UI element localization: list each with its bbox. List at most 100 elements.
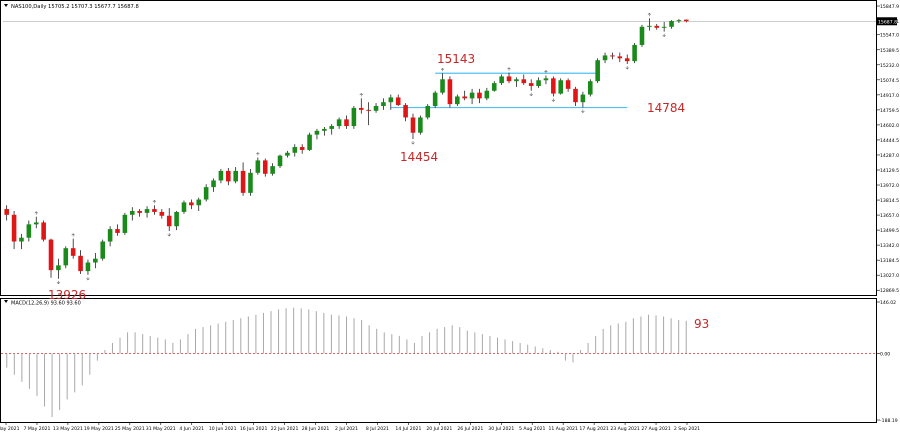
date-axis-label: 10 Jun 2021 [209,426,237,432]
annotation-low-start: 13926 [48,288,86,302]
candle-body [366,109,371,111]
candle-body [70,248,76,256]
candle-body [676,20,682,22]
date-axis-label: 14 Jul 2021 [395,426,421,432]
candle-body [100,241,106,259]
date-axis-label: 27 Aug 2021 [641,426,671,432]
candle-body [336,119,342,127]
candle-body [233,170,238,182]
candle-body [85,262,91,272]
price-axis-label: 13027.0 [880,273,899,279]
candle-body [226,170,231,182]
candle-body [536,80,541,86]
date-axis-label: 4 Jun 2021 [179,426,204,432]
window-menu-icon[interactable] [4,4,8,7]
date-axis-label: 28 Jun 2021 [302,426,330,432]
fractal-up-marker [152,199,157,204]
candle-body [203,187,209,200]
candle-body [661,26,667,28]
date-axis-label: 11 Aug 2021 [548,426,578,432]
fractal-up-marker [359,92,363,97]
annotation-low-aug: 14784 [647,101,685,115]
date-axis-label: 5 Aug 2021 [519,426,546,432]
current-price-tag [877,17,897,26]
candle-body [181,202,187,212]
candle-body [322,128,327,131]
candle-body [669,21,674,27]
current-price-label: 15687.8 [878,19,897,25]
fractal-markers [34,12,666,285]
price-axis-label: 14917.0 [880,93,899,99]
candle-body [41,222,46,240]
fractal-up-marker [71,233,75,237]
candle-body [78,255,83,272]
candle-body [4,209,9,215]
date-axis-label: 3 May 2021 [0,426,20,432]
fractal-down-marker [56,280,61,285]
indicator-menu-icon[interactable] [4,300,8,303]
candle-body [395,97,401,106]
candle-body [107,229,113,242]
candle-body [248,172,253,193]
candle-body [240,170,246,193]
candlestick-series [4,18,689,279]
price-axis-label: 15547.0 [880,33,899,39]
candle-body [351,107,357,127]
candle-body [262,160,268,174]
candle-body [144,209,150,213]
candle-body [277,155,283,167]
price-axis-label: 14602.0 [880,123,899,129]
candle-body [93,258,98,263]
date-axis-label: 16 Jun 2021 [240,426,268,432]
price-axis-label: 13814.5 [880,198,899,204]
date-axis-label: 31 May 2021 [146,426,176,432]
price-axis-label: 14129.5 [880,168,899,174]
candle-body [528,83,534,86]
date-axis-label: 22 Jun 2021 [271,426,299,432]
candle-body [285,152,290,156]
symbol-info: NAS100,Daily 15705.2 15707.3 15677.7 156… [11,4,139,10]
date-axis-label: 13 May 2021 [53,426,83,432]
candle-body [329,126,335,129]
candle-body [684,19,689,22]
candle-body [580,94,586,103]
candle-body [299,147,305,150]
price-axis-label: 13972.0 [880,183,899,189]
price-axis-label: 15389.5 [880,48,899,54]
candle-body [418,117,423,133]
candle-body [573,88,578,103]
fractal-up-marker [256,152,260,156]
candle-body [514,79,519,82]
fractal-down-marker [551,98,556,102]
fractal-up-marker [34,211,38,215]
candle-body [292,147,298,153]
candle-body [11,214,17,242]
candle-body [543,78,549,81]
candle-body [129,210,135,215]
candle-body [189,202,194,206]
candle-body [166,215,172,227]
date-axis-label: 26 Jul 2021 [457,426,483,432]
candle-body [602,55,608,61]
candle-body [255,160,261,173]
candle-body [381,102,386,107]
macd-axis-label: -188.19 [880,418,898,424]
date-axis-label: 30 Jul 2021 [488,426,514,432]
price-panel-frame [0,0,877,296]
date-axis-label: 25 May 2021 [115,426,145,432]
candle-body [270,166,275,174]
fractal-down-marker [411,141,415,145]
candle-body [56,265,61,271]
date-axis-label: 2 Jul 2021 [335,426,358,432]
price-axis-label: 15074.5 [880,78,899,84]
fractal-up-marker [507,67,511,71]
candle-body [432,92,438,107]
candle-body [358,107,364,110]
candle-body [551,78,556,94]
candle-body [26,224,32,238]
candle-body [624,58,630,62]
candle-body [565,80,571,89]
candle-body [19,237,24,242]
date-axis-label: 17 Aug 2021 [579,426,609,432]
